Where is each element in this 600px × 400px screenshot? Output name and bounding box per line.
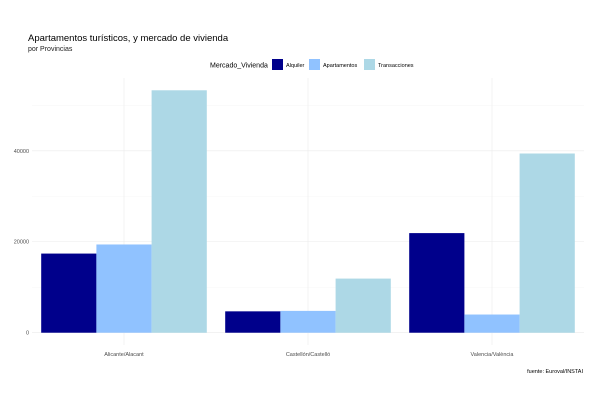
bar-alquiler	[41, 253, 97, 333]
legend-title: Mercado_Vivienda	[210, 63, 268, 70]
legend-key-alquiler	[272, 59, 283, 70]
x-tick-label: Alicante/Alacant	[104, 352, 144, 358]
chart-subtitle: por Provincias	[28, 46, 73, 53]
chart-title: Apartamentos turísticos, y mercado de vi…	[28, 33, 229, 44]
bar-alquiler	[409, 233, 465, 333]
bar-alquiler	[225, 311, 281, 333]
legend-key-apartamentos	[309, 59, 320, 70]
bar-apartamentos	[96, 244, 152, 333]
legend-label-apartamentos: Apartamentos	[323, 63, 357, 69]
x-axis: Alicante/Alacant Castellón/Castelló Valenc…	[104, 352, 514, 358]
y-tick-label: 40000	[14, 149, 29, 155]
bar-transacciones	[335, 278, 391, 333]
x-tick-label: Valencia/València	[471, 352, 515, 358]
y-axis: 0 20000 40000	[14, 149, 29, 337]
x-tick-label: Castellón/Castelló	[286, 352, 330, 358]
bar-transacciones	[151, 90, 207, 333]
chart-caption: fuente: Euroval/INSTAI	[527, 369, 583, 375]
y-tick-label: 0	[26, 331, 29, 337]
y-tick-label: 20000	[14, 240, 29, 246]
legend-label-alquiler: Alquiler	[286, 63, 305, 69]
bars	[41, 90, 575, 333]
legend-label-transacciones: Transacciones	[378, 63, 414, 69]
bar-apartamentos	[280, 310, 336, 333]
legend-key-transacciones	[364, 59, 375, 70]
bar-transacciones	[519, 153, 575, 333]
bar-apartamentos	[464, 314, 520, 333]
legend: Mercado_Vivienda Alquiler Apartamentos Tra…	[210, 59, 414, 70]
